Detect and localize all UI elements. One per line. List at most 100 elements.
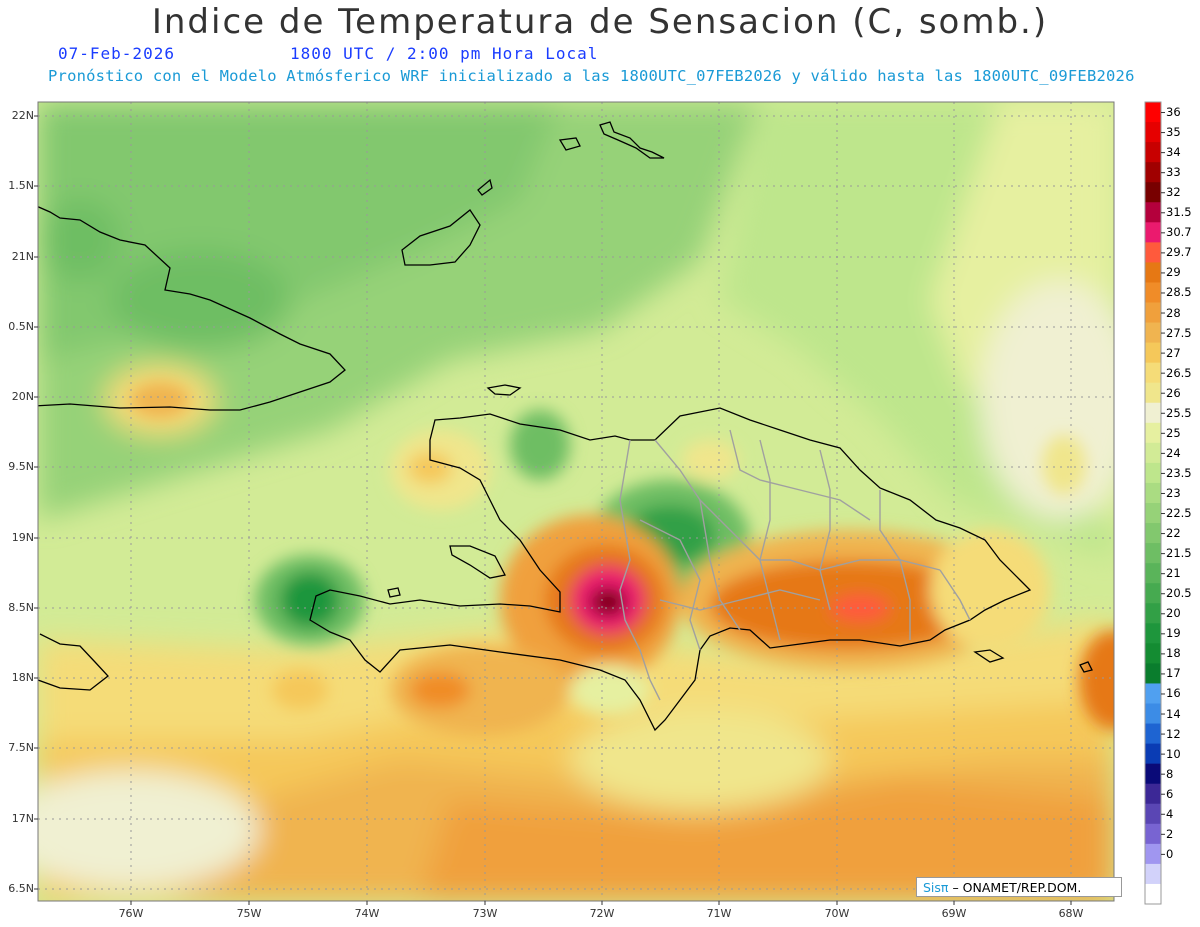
lat-label: 19N — [11, 531, 34, 544]
colorbar-swatch — [1145, 462, 1161, 484]
province-borders — [619, 429, 971, 701]
lat-label: 8.5N — [8, 601, 34, 614]
colorbar-label: 21.5 — [1166, 546, 1192, 561]
lon-label: 73W — [472, 907, 498, 920]
colorbar-swatch — [1145, 362, 1161, 384]
colorbar-label: 28.5 — [1166, 285, 1192, 300]
colorbar-label: 33 — [1166, 165, 1181, 180]
forecast-date: 07-Feb-2026 — [58, 44, 175, 63]
colorbar-swatch — [1145, 182, 1161, 203]
colorbar-label: 24 — [1166, 445, 1181, 460]
lon-label: 72W — [589, 907, 615, 920]
colorbar-label: 32 — [1166, 185, 1181, 200]
colorbar-swatch — [1145, 683, 1161, 704]
credit-org: – ONAMET/REP.DOM. — [952, 880, 1082, 895]
coast-hispaniola — [309, 407, 1032, 732]
colorbar-label: 8 — [1166, 766, 1174, 781]
colorbar-label: 16 — [1166, 686, 1181, 701]
coast-inagua — [401, 209, 481, 266]
colorbar-swatch — [1145, 603, 1161, 624]
colorbar-label: 26.5 — [1166, 365, 1192, 380]
lat-label: 18N — [11, 671, 34, 684]
credit-brand: Sisπ — [923, 880, 949, 895]
colorbar-swatch — [1145, 302, 1161, 324]
colorbar-label: 6 — [1166, 786, 1174, 801]
colorbar-label: 23.5 — [1166, 465, 1192, 480]
lon-label: 71W — [706, 907, 732, 920]
lat-label: 21N — [11, 250, 34, 263]
colorbar-label: 25.5 — [1166, 405, 1192, 420]
map-title: Indice de Temperatura de Sensacion (C, s… — [151, 2, 1049, 42]
forecast-time: 1800 UTC / 2:00 pm Hora Local — [290, 44, 599, 63]
colorbar-label: 25 — [1166, 425, 1181, 440]
colorbar-label: 29.7 — [1166, 245, 1192, 260]
colorbar-swatch — [1145, 883, 1161, 905]
colorbar-frame — [1144, 101, 1162, 905]
lon-label: 69W — [941, 907, 967, 920]
colorbar-label: 22 — [1166, 526, 1181, 541]
colorbar-swatch — [1145, 162, 1161, 183]
colorbar-swatch — [1145, 863, 1161, 885]
colorbar-swatch — [1145, 623, 1161, 644]
colorbar-swatch — [1145, 503, 1161, 524]
colorbar-swatch — [1145, 262, 1161, 283]
colorbar-label: 34 — [1166, 145, 1181, 160]
colorbar-label: 28 — [1166, 305, 1181, 320]
lon-label: 70W — [824, 907, 850, 920]
colorbar-label: 19 — [1166, 626, 1181, 641]
colorbar-swatch — [1145, 823, 1161, 845]
colorbar-label: 0 — [1166, 846, 1174, 861]
colorbar — [1144, 101, 1165, 905]
lat-label: 1.5N — [8, 179, 34, 192]
colorbar-swatch — [1145, 242, 1161, 263]
colorbar-swatch — [1145, 523, 1161, 544]
plot-frame — [37, 101, 1115, 902]
colorbar-label: 21 — [1166, 566, 1181, 581]
coastlines — [38, 121, 1093, 732]
colorbar-swatch — [1145, 663, 1161, 684]
colorbar-label: 29 — [1166, 265, 1181, 280]
colorbar-swatch — [1145, 202, 1161, 223]
colorbar-swatch — [1145, 142, 1161, 163]
colorbar-swatch — [1145, 723, 1161, 745]
colorbar-label: 4 — [1166, 806, 1174, 821]
coast-cuba — [38, 206, 346, 411]
colorbar-label: 36 — [1166, 105, 1181, 120]
lat-label: 20N — [11, 390, 34, 403]
colorbar-swatch — [1145, 422, 1161, 444]
lon-label: 68W — [1058, 907, 1084, 920]
colorbar-swatch — [1145, 783, 1161, 805]
colorbar-label: 20.5 — [1166, 586, 1192, 601]
colorbar-label: 18 — [1166, 646, 1181, 661]
lon-label: 75W — [236, 907, 262, 920]
colorbar-swatch — [1145, 563, 1161, 584]
lon-label: 74W — [354, 907, 380, 920]
colorbar-swatch — [1145, 222, 1161, 243]
colorbar-label: 14 — [1166, 706, 1181, 721]
colorbar-label: 12 — [1166, 726, 1181, 741]
axis-ticks — [34, 115, 1072, 905]
lat-label: 9.5N — [8, 460, 34, 473]
colorbar-swatch — [1145, 402, 1161, 424]
colorbar-label: 31.5 — [1166, 205, 1192, 220]
model-info: Pronóstico con el Modelo Atmósferico WRF… — [48, 67, 1135, 85]
colorbar-swatch — [1145, 583, 1161, 604]
lat-label: 22N — [11, 109, 34, 122]
colorbar-label: 22.5 — [1166, 506, 1192, 521]
colorbar-label: 30.7 — [1166, 225, 1192, 240]
colorbar-swatch — [1145, 342, 1161, 364]
colorbar-swatch — [1145, 743, 1161, 765]
colorbar-swatch — [1145, 282, 1161, 303]
colorbar-swatch — [1145, 803, 1161, 825]
lat-label: 0.5N — [8, 320, 34, 333]
colorbar-swatch — [1145, 102, 1161, 123]
lat-label: 17N — [11, 812, 34, 825]
colorbar-label: 27.5 — [1166, 325, 1192, 340]
colorbar-swatch — [1145, 763, 1161, 785]
colorbar-swatch — [1145, 382, 1161, 404]
colorbar-label: 26 — [1166, 385, 1181, 400]
colorbar-swatch — [1145, 543, 1161, 564]
colorbar-label: 17 — [1166, 666, 1181, 681]
lat-label: 6.5N — [8, 882, 34, 895]
